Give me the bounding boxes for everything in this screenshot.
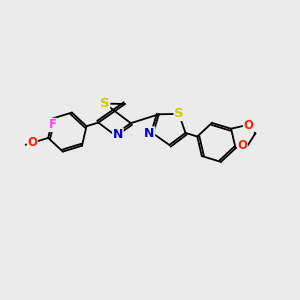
Text: O: O: [243, 119, 254, 132]
Text: F: F: [49, 118, 57, 131]
Text: N: N: [144, 127, 154, 140]
Text: S: S: [174, 107, 184, 120]
Text: S: S: [100, 97, 110, 110]
Text: N: N: [113, 128, 123, 141]
Text: O: O: [237, 139, 247, 152]
Text: O: O: [27, 136, 38, 149]
